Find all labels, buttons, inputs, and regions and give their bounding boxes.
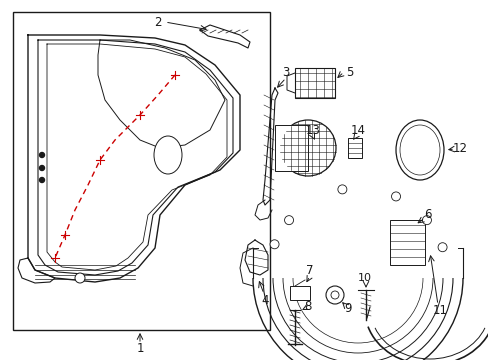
Text: 1: 1	[136, 342, 143, 355]
Circle shape	[40, 166, 44, 171]
Circle shape	[337, 185, 346, 194]
Bar	[294, 68, 334, 98]
Text: 13: 13	[305, 123, 320, 136]
Bar	[274, 125, 307, 171]
Circle shape	[437, 243, 446, 252]
Text: 8: 8	[304, 300, 311, 312]
Ellipse shape	[395, 120, 443, 180]
Circle shape	[330, 291, 338, 299]
Circle shape	[75, 273, 85, 283]
Text: 11: 11	[431, 303, 447, 316]
Circle shape	[280, 120, 335, 176]
Text: 14: 14	[350, 123, 365, 136]
Text: 5: 5	[346, 66, 353, 78]
Circle shape	[269, 240, 279, 249]
Ellipse shape	[399, 125, 439, 175]
Circle shape	[422, 216, 430, 225]
Circle shape	[40, 177, 44, 183]
Bar	[289, 286, 309, 300]
Ellipse shape	[154, 136, 182, 174]
Text: 3: 3	[282, 66, 289, 78]
Text: 7: 7	[305, 264, 313, 276]
Text: 12: 12	[451, 141, 467, 154]
Bar	[347, 138, 361, 158]
Circle shape	[325, 286, 343, 304]
Bar	[389, 220, 424, 265]
Text: 4: 4	[261, 293, 268, 306]
Bar	[13, 12, 269, 330]
Text: 6: 6	[424, 208, 431, 221]
Circle shape	[391, 192, 400, 201]
Text: 2: 2	[154, 15, 162, 28]
Text: 9: 9	[344, 302, 351, 315]
Circle shape	[284, 216, 293, 225]
Circle shape	[40, 153, 44, 158]
Text: 10: 10	[357, 273, 371, 283]
